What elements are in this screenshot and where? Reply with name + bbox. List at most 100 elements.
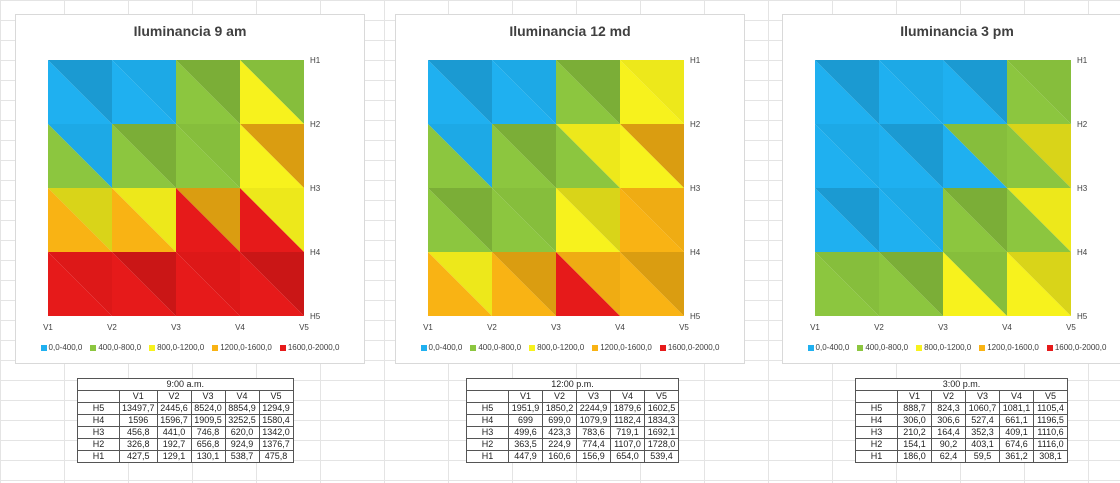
table-cell: 1060,7 — [965, 402, 1000, 415]
cell-shade — [1007, 124, 1071, 188]
legend-label: 1600,0-2000,0 — [667, 343, 720, 352]
table-cell: 224,9 — [542, 438, 577, 451]
y-tick-label: H1 — [310, 56, 321, 65]
table-row: H1 427,5 129,1 130,1 538,7 475,8 — [77, 450, 294, 463]
table-cell: 308,1 — [1033, 450, 1068, 463]
row-label: H1 — [855, 450, 898, 463]
heatmap-cell — [428, 124, 492, 188]
table-header-row: V1 V2 V3 V4 V5 — [466, 390, 679, 403]
y-tick-label: H5 — [310, 312, 321, 321]
row-label: H3 — [77, 426, 120, 439]
y-tick-label: H1 — [1077, 56, 1088, 65]
column-header: V4 — [224, 390, 260, 403]
cell-shade — [620, 188, 684, 252]
cell-shade — [428, 252, 492, 316]
heatmap-cell — [815, 124, 879, 188]
table-cell: 783,6 — [576, 426, 611, 439]
table-cell: 352,3 — [965, 426, 1000, 439]
table-cell: 1692,1 — [644, 426, 679, 439]
table-row: H3 210,2 164,4 352,3 409,1 1110,6 — [855, 426, 1068, 439]
heatmap-cell — [428, 252, 492, 316]
column-header: V4 — [999, 390, 1034, 403]
column-header: V5 — [1033, 390, 1068, 403]
legend-swatch — [857, 344, 864, 351]
heatmap-cell — [176, 60, 240, 124]
heatmap-cell — [556, 188, 620, 252]
table-cell: 361,2 — [999, 450, 1034, 463]
heatmap-cell — [556, 252, 620, 316]
table-cell: 1107,0 — [610, 438, 645, 451]
cell-shade — [112, 188, 176, 252]
row-label: H2 — [855, 438, 898, 451]
heatmap-cell — [112, 124, 176, 188]
cell-shade — [240, 60, 304, 124]
cell-shade — [240, 124, 304, 188]
heatmap-cell — [492, 124, 556, 188]
chart-panel: Iluminancia 3 pm H1 H2 H3 H4 H5 V1 V2 V3 V4 V5 0,0-… — [782, 14, 1120, 364]
table-cell: 1081,1 — [999, 402, 1034, 415]
cell-shade — [492, 252, 556, 316]
cell-shade — [112, 124, 176, 188]
column-header: V3 — [190, 390, 226, 403]
table-header-row: V1 V2 V3 V4 V5 — [855, 390, 1068, 403]
legend-swatch — [659, 344, 666, 351]
heatmap-cell — [428, 60, 492, 124]
heatmap-cell — [48, 60, 112, 124]
cell-shade — [240, 252, 304, 316]
column-header: V2 — [542, 390, 577, 403]
table-cell: 306,6 — [931, 414, 966, 427]
heatmap-cell — [48, 252, 112, 316]
chart-title: Iluminancia 12 md — [509, 23, 631, 39]
table-cell: 164,4 — [931, 426, 966, 439]
table-cell: 654,0 — [610, 450, 645, 463]
legend-item: 1200,0-1600,0 — [979, 343, 1039, 352]
legend-label: 0,0-400,0 — [815, 343, 850, 352]
heatmap-cell — [1007, 60, 1071, 124]
cell-shade — [879, 188, 943, 252]
legend-swatch — [470, 344, 477, 351]
table-cell: 699,0 — [542, 414, 577, 427]
cell-shade — [48, 188, 112, 252]
y-tick-label: H4 — [310, 248, 321, 257]
heatmap-plot: H1 H2 H3 H4 H5 V1 V2 V3 V4 V5 — [43, 56, 321, 332]
y-tick-label: H3 — [1077, 184, 1088, 193]
table-cell: 409,1 — [999, 426, 1034, 439]
table-row: H4 1596 1596,7 1909,5 3252,5 1580,4 — [77, 414, 294, 427]
row-label: H1 — [466, 450, 509, 463]
heatmap-cell — [428, 188, 492, 252]
table-caption: 3:00 p.m. — [855, 378, 1068, 391]
row-label: H2 — [466, 438, 509, 451]
legend-item: 400,0-800,0 — [90, 343, 141, 352]
row-label: H5 — [466, 402, 509, 415]
legend-item: 1600,0-2000,0 — [279, 343, 339, 352]
legend: 0,0-400,0 400,0-800,0 800,0-1200,0 1200,0-1… — [396, 343, 744, 352]
table-cell: 8524,0 — [190, 402, 226, 415]
legend-item: 0,0-400,0 — [420, 343, 462, 352]
table-cell: 699 — [508, 414, 543, 427]
legend-item: 800,0-1200,0 — [529, 343, 584, 352]
table-cell: 2445,6 — [156, 402, 192, 415]
table-cell: 527,4 — [965, 414, 1000, 427]
legend-item: 0,0-400,0 — [807, 343, 850, 352]
column-header: V5 — [258, 390, 294, 403]
illuminance-table: 9:00 a.m. V1 V2 V3 V4 V5 H5 13497,7 2445,6 8524,0… — [77, 378, 294, 463]
heatmap-cell — [240, 252, 304, 316]
x-tick-label: V1 — [423, 323, 433, 332]
cell-shade — [240, 188, 304, 252]
column-header: V5 — [644, 390, 679, 403]
chart-title: Iluminancia 3 pm — [900, 23, 1014, 39]
cell-shade — [879, 60, 943, 124]
legend-label: 400,0-800,0 — [98, 343, 142, 352]
column-header: V1 — [119, 390, 158, 403]
heatmap-cell — [620, 252, 684, 316]
row-label: H3 — [466, 426, 509, 439]
heatmap-cell — [879, 188, 943, 252]
heatmap-cell — [943, 188, 1007, 252]
x-tick-label: V5 — [1066, 323, 1076, 332]
y-tick-label: H5 — [690, 312, 701, 321]
cell-shade — [1007, 188, 1071, 252]
y-tick-label: H5 — [1077, 312, 1088, 321]
table-cell: 1196,5 — [1033, 414, 1068, 427]
cell-shade — [112, 60, 176, 124]
heatmap-cell — [492, 188, 556, 252]
